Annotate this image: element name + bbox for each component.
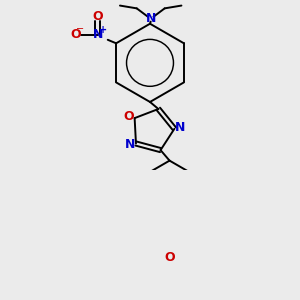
Text: N: N xyxy=(93,28,103,41)
Text: +: + xyxy=(100,25,108,35)
Text: N: N xyxy=(125,138,136,152)
Text: O: O xyxy=(164,251,175,264)
Text: −: − xyxy=(76,24,84,34)
Text: O: O xyxy=(124,110,134,123)
Text: O: O xyxy=(70,28,81,41)
Text: O: O xyxy=(93,10,103,22)
Text: N: N xyxy=(175,121,185,134)
Text: N: N xyxy=(146,12,156,25)
